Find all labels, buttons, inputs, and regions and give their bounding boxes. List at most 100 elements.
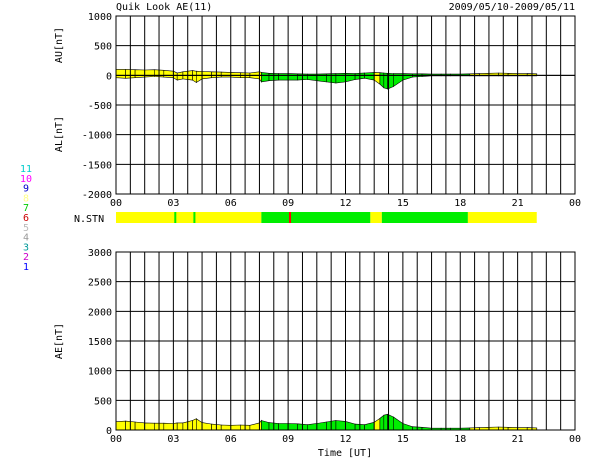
y-tick-label: 2500	[88, 278, 112, 289]
x-tick-label: 18	[454, 198, 466, 209]
n-stn-segment	[116, 212, 262, 223]
data-area-segment	[192, 70, 197, 76]
y-tick-label: 0	[106, 426, 112, 437]
data-area-segment	[373, 417, 381, 431]
legend-entry: 11	[20, 164, 32, 175]
data-area-segment	[402, 75, 413, 81]
data-area-segment	[196, 75, 203, 84]
data-area-segment	[163, 422, 174, 431]
legend-entry: 4	[23, 233, 29, 244]
x-tick-label: 18	[454, 434, 466, 445]
x-tick-label: 15	[397, 198, 409, 209]
data-area-segment	[316, 75, 327, 83]
x-tick-label: 09	[282, 434, 294, 445]
x-tick-label: 00	[569, 434, 581, 445]
data-area-segment	[173, 75, 178, 81]
legend-entry: 3	[23, 242, 29, 253]
ae-xticks: 00 03 06 09 12 15 18 21 00	[110, 434, 581, 445]
data-area-segment	[192, 75, 197, 84]
data-area-segment	[220, 71, 232, 76]
data-area-segment	[364, 75, 375, 81]
legend-entry: 7	[23, 203, 29, 214]
data-area-segment	[383, 75, 388, 90]
ae-yticks: 3000 2500 2000 1500 1000 500 0	[88, 248, 112, 437]
x-tick-label: 21	[512, 434, 524, 445]
data-area-segment	[379, 414, 385, 431]
data-area-segment	[144, 422, 155, 431]
data-area-segment	[249, 71, 260, 76]
legend-entry: 9	[23, 184, 29, 195]
data-area-segment	[306, 423, 318, 431]
data-area-segment	[261, 420, 270, 431]
date-range: 2009/05/10-2009/05/11	[449, 2, 575, 13]
data-area-segment	[373, 75, 381, 85]
data-area-segment	[196, 418, 203, 431]
data-area-segment	[163, 69, 174, 76]
data-area-segment	[278, 75, 289, 81]
au-al-grid	[115, 15, 576, 195]
n-stn-segment	[261, 212, 371, 223]
au-al-fill	[115, 69, 538, 90]
n-stn-mark	[289, 212, 292, 223]
au-al-xticks: 00 03 06 09 12 15 18 21 00	[110, 198, 581, 209]
y-tick-label: 500	[94, 396, 112, 407]
data-area-segment	[335, 75, 346, 84]
x-tick-label: 06	[225, 434, 237, 445]
au-al-yticks: 1000 500 0 -500 -1000 -1500 -2000	[82, 12, 112, 201]
data-area-segment	[134, 421, 145, 431]
legend-entry: 2	[23, 252, 29, 263]
ae-axis-label: AE[nT]	[54, 323, 65, 359]
chart-title: Quik Look AE(11)	[116, 2, 212, 13]
y-tick-label: 500	[94, 42, 112, 53]
y-tick-label: 1000	[88, 12, 112, 23]
n-stn-mark	[193, 212, 196, 223]
ae-fill	[115, 413, 538, 431]
legend-entry: 6	[23, 213, 29, 224]
data-area-segment	[306, 75, 318, 82]
x-tick-label: 12	[339, 198, 351, 209]
data-area-segment	[176, 75, 184, 81]
data-area-segment	[335, 420, 346, 431]
data-area-segment	[173, 70, 178, 76]
x-tick-label: 00	[110, 198, 122, 209]
y-tick-label: 2000	[88, 307, 112, 318]
legend-entry: 8	[23, 193, 29, 204]
x-tick-label: 09	[282, 198, 294, 209]
ae-panel: 3000 2500 2000 1500 1000 500 0 00 03 06 09 12 15 18 2…	[54, 248, 581, 459]
data-area-segment	[345, 421, 356, 431]
x-tick-label: 21	[512, 198, 524, 209]
data-area-segment	[316, 421, 327, 431]
data-area-segment	[392, 416, 404, 431]
au-axis-label: AU[nT]	[54, 27, 65, 63]
data-area-segment	[249, 422, 260, 431]
x-axis-label: Time [UT]	[318, 448, 372, 459]
data-area-segment	[402, 423, 413, 431]
n-stn-segments	[116, 212, 537, 223]
x-tick-label: 12	[339, 434, 351, 445]
data-area-segment	[379, 75, 385, 89]
data-area-segment	[261, 75, 270, 83]
y-tick-label: -500	[88, 101, 112, 112]
data-area-segment	[201, 75, 212, 80]
x-tick-label: 00	[110, 434, 122, 445]
data-area-segment	[220, 424, 232, 431]
data-area-segment	[144, 69, 155, 76]
y-tick-label: 0	[106, 71, 112, 82]
data-area-segment	[230, 424, 241, 431]
data-area-segment	[249, 75, 260, 80]
data-area-segment	[176, 422, 184, 431]
data-area-segment	[364, 421, 375, 431]
legend-entry: 10	[20, 174, 32, 185]
x-tick-label: 06	[225, 198, 237, 209]
x-tick-label: 03	[167, 434, 179, 445]
data-area-segment	[201, 71, 212, 76]
legend-entry: 1	[23, 262, 29, 273]
y-tick-label: 1500	[88, 337, 112, 348]
n-stn-bar: N.STN	[74, 212, 537, 225]
x-tick-label: 03	[167, 198, 179, 209]
data-area-segment	[176, 71, 184, 76]
y-tick-label: 3000	[88, 248, 112, 259]
n-stn-segment	[381, 212, 468, 223]
data-area-segment	[115, 69, 126, 76]
